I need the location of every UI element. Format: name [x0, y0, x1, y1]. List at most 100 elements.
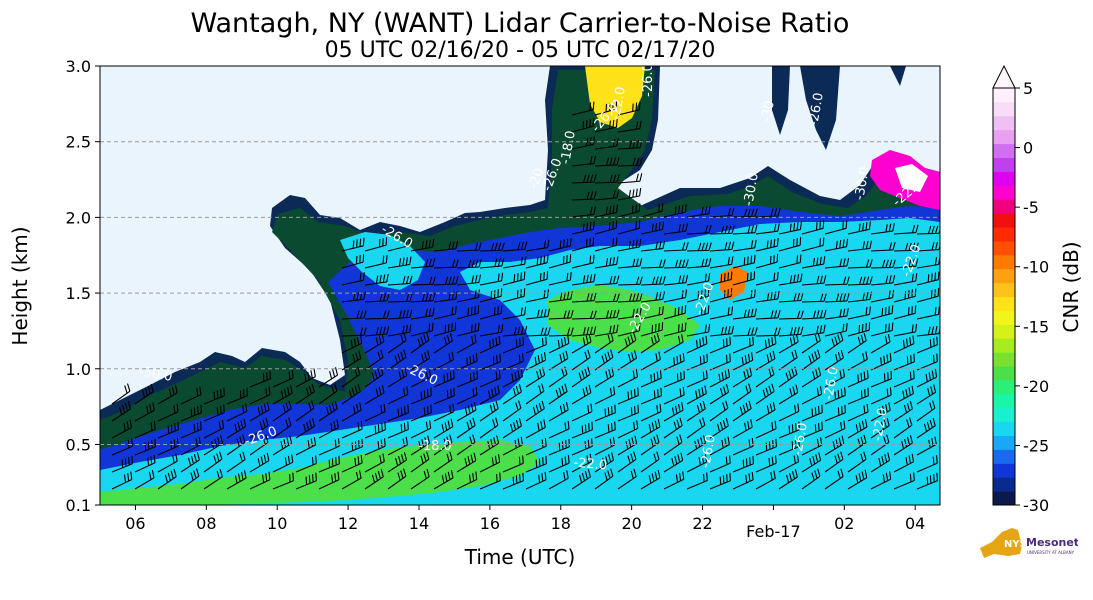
wind-barb: [295, 455, 317, 473]
wind-barb: [663, 387, 685, 405]
wind-barb: [479, 257, 505, 269]
wind-barb: [663, 402, 684, 422]
contour-label: -26.0: [821, 366, 842, 402]
wind-barb: [571, 221, 595, 235]
wind-barb: [801, 237, 825, 252]
wind-barb: [824, 293, 850, 303]
wind-barb: [594, 404, 616, 422]
wind-barb: [318, 400, 338, 422]
cnr-layer-white-core: [895, 164, 928, 192]
wind-barb: [686, 353, 708, 371]
wind-barb: [709, 306, 734, 320]
wind-barb: [180, 436, 201, 456]
wind-barb: [847, 418, 868, 439]
wind-barb: [456, 370, 478, 388]
colorbar-segment: [993, 296, 1015, 311]
wind-barb: [893, 417, 913, 439]
contour-label: -30: [759, 100, 777, 124]
wind-barb: [502, 436, 524, 456]
y-tick-label: 1.5: [66, 284, 91, 303]
wind-barb: [870, 242, 896, 252]
wind-barb: [318, 438, 340, 456]
wind-barb: [433, 322, 457, 337]
wind-barb: [571, 292, 597, 303]
wind-barb: [341, 438, 363, 456]
wind-barb: [916, 417, 936, 439]
wind-barb: [847, 259, 873, 269]
wind-barb: [341, 454, 363, 473]
wind-barb: [180, 404, 202, 422]
wind-barb: [801, 367, 822, 388]
wind-barb: [364, 292, 390, 303]
contour-label: -20: [526, 166, 547, 191]
wind-barb: [341, 366, 361, 388]
wind-barb: [709, 241, 735, 252]
wind-barb: [203, 420, 225, 439]
contour-label: -26.0: [698, 434, 719, 470]
wind-barb: [272, 417, 292, 439]
wind-barb: [801, 386, 823, 405]
contour-label: -30.0: [852, 166, 873, 202]
wind-barb: [456, 242, 482, 252]
wind-barb: [226, 434, 246, 456]
wind-barb: [594, 157, 620, 167]
wind-barb: [341, 291, 366, 303]
wind-barb: [617, 420, 639, 439]
wind-barb: [663, 471, 685, 490]
wind-barb: [571, 206, 597, 218]
wind-barb: [778, 438, 800, 456]
wind-barb: [801, 404, 823, 422]
wind-barb: [778, 254, 802, 269]
wind-barb: [778, 221, 802, 235]
wind-barb: [847, 451, 867, 473]
wind-barb: [364, 349, 384, 371]
cnr-layer-orange-mid: [720, 266, 748, 300]
wind-barb: [755, 383, 775, 405]
wind-barb: [686, 435, 707, 456]
wind-barb: [640, 221, 665, 235]
wind-barb: [686, 224, 712, 235]
wind-barb: [617, 276, 643, 286]
wind-barb: [617, 322, 641, 337]
colorbar-segment: [993, 115, 1015, 131]
wind-barb: [157, 438, 179, 456]
wind-barb: [571, 384, 592, 405]
wind-barb: [387, 293, 413, 303]
logo-nys-text: NYS: [1004, 539, 1027, 550]
colorbar-segment: [993, 227, 1015, 242]
wind-barb: [548, 420, 570, 439]
wind-barb: [502, 384, 522, 405]
wind-barb: [548, 455, 570, 473]
wind-barb: [525, 271, 549, 286]
wind-barb: [916, 271, 940, 286]
wind-barb: [916, 384, 937, 405]
wind-barb: [640, 451, 660, 473]
wind-barb: [732, 327, 758, 337]
wind-barb: [870, 452, 891, 473]
wind-barb: [617, 292, 643, 303]
wind-barb: [548, 272, 572, 286]
wind-barb: [686, 272, 711, 286]
wind-barb: [364, 421, 386, 439]
wind-barb: [916, 288, 940, 303]
wind-barb: [640, 351, 661, 371]
wind-barb: [341, 383, 361, 405]
colorbar-tick-label: 0: [1023, 139, 1033, 158]
y-tick-label: 2.0: [66, 208, 91, 227]
wind-barb: [824, 257, 850, 269]
y-axis-label: Height (km): [8, 226, 32, 345]
wind-barb: [525, 289, 549, 303]
contour-label: -26.0: [806, 92, 827, 128]
wind-barb: [686, 472, 708, 490]
wind-barb: [341, 254, 365, 269]
wind-barb: [525, 419, 546, 439]
wind-barb: [456, 353, 478, 371]
wind-barb: [663, 204, 687, 218]
wind-barb: [755, 223, 780, 235]
wind-barb: [364, 403, 386, 422]
wind-barb: [571, 136, 595, 150]
wind-barb: [617, 101, 641, 116]
wind-barb: [778, 237, 802, 252]
logo-mesonet-text: Mesonet: [1026, 536, 1078, 549]
